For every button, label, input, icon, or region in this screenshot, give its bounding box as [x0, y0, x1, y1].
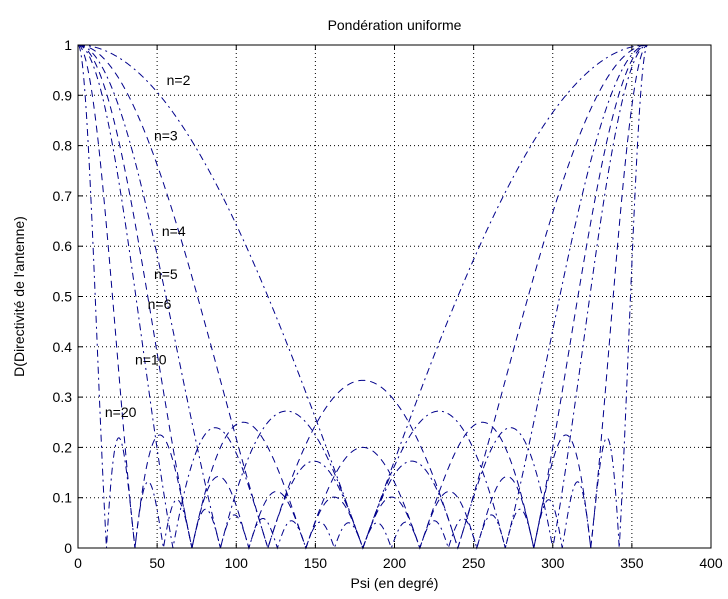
- y-tick-label: 0.1: [53, 490, 73, 506]
- y-tick-label: 0.5: [53, 289, 73, 305]
- annotation-label: n=5: [154, 266, 178, 282]
- x-tick-label: 50: [149, 555, 165, 571]
- y-tick-label: 0.9: [53, 87, 73, 103]
- x-tick-label: 200: [383, 555, 407, 571]
- x-tick-label: 350: [620, 555, 644, 571]
- annotation-label: n=10: [135, 351, 167, 367]
- y-axis-title: D(Directivité de l'antenne): [11, 216, 27, 377]
- annotation-label: n=20: [105, 404, 137, 420]
- y-tick-label: 0.3: [53, 389, 73, 405]
- y-tick-label: 0.6: [53, 238, 73, 254]
- series-line-n3: [77, 44, 648, 550]
- series-line-n5: [77, 44, 648, 550]
- x-tick-label: 150: [304, 555, 328, 571]
- x-tick-label: 100: [225, 555, 249, 571]
- x-tick-label: 250: [462, 555, 486, 571]
- y-tick-label: 0.4: [53, 339, 73, 355]
- series-line-n4: [77, 44, 648, 550]
- chart-title: Pondération uniforme: [328, 17, 462, 33]
- annotation-label: n=3: [154, 128, 178, 144]
- y-tick-label: 0.8: [53, 138, 73, 154]
- x-tick-label: 0: [74, 555, 82, 571]
- ticks: 0 50 100 150 200 250 300 350 400 0 0.1 0.2 0.3 0.4 0.5…: [53, 37, 723, 571]
- annotation-label: n=2: [167, 72, 191, 88]
- annotations: n=2 n=3 n=4 n=5 n=6 n=10 n=20: [105, 72, 191, 420]
- x-tick-label: 300: [541, 555, 565, 571]
- y-tick-label: 0: [64, 540, 72, 556]
- annotation-label: n=4: [162, 223, 186, 239]
- y-tick-label: 1: [64, 37, 72, 53]
- y-tick-label: 0.7: [53, 188, 73, 204]
- x-axis-title: Psi (en degré): [351, 575, 439, 591]
- y-tick-label: 0.2: [53, 439, 73, 455]
- annotation-label: n=6: [148, 296, 172, 312]
- x-tick-label: 400: [699, 555, 723, 571]
